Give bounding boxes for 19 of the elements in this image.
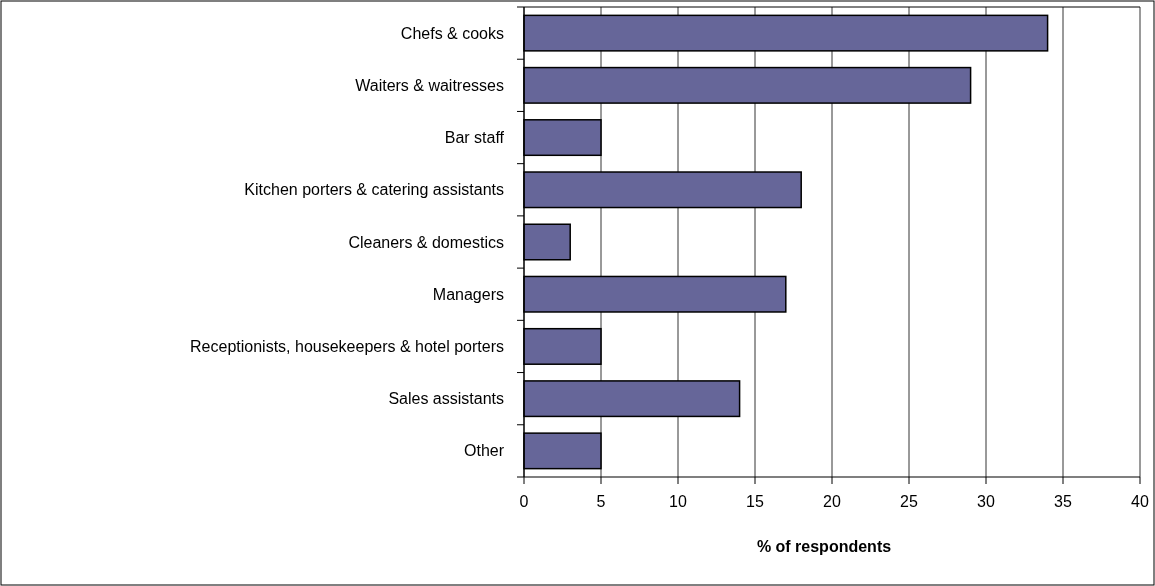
x-tick-label: 20 (823, 493, 841, 510)
x-axis-title: % of respondents (756, 538, 892, 555)
x-tick-label: 30 (977, 493, 995, 510)
y-tick-label: Kitchen porters & catering assistants (244, 181, 504, 199)
x-tick-label: 0 (519, 493, 529, 510)
y-tick-label: Waiters & waitresses (355, 76, 504, 94)
x-tick-label: 10 (669, 493, 687, 510)
y-tick-label: Other (463, 442, 505, 460)
y-tick-label: Sales assistants (388, 390, 504, 408)
x-tick-label: 5 (596, 493, 606, 510)
x-tick-label: 15 (746, 493, 764, 510)
x-tick-label: 35 (1054, 493, 1072, 510)
y-tick-label: Bar staff (444, 129, 505, 147)
x-tick-label: 25 (900, 493, 918, 510)
x-tick-label: 40 (1131, 493, 1149, 510)
y-tick-label: Receptionists, housekeepers & hotel porters (190, 338, 504, 356)
y-tick-label: Managers (432, 285, 504, 303)
y-tick-label: Chefs & cooks (400, 24, 504, 42)
y-tick-label: Cleaners & domestics (348, 233, 504, 251)
